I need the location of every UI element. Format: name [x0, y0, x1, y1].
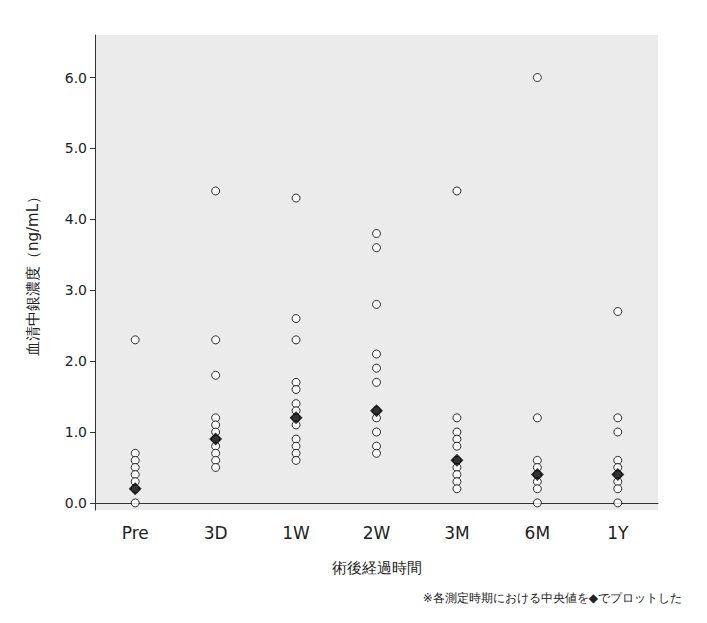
svg-text:3D: 3D — [204, 523, 228, 543]
svg-text:2.0: 2.0 — [65, 353, 87, 369]
svg-text:4.0: 4.0 — [65, 211, 87, 227]
svg-text:0.0: 0.0 — [65, 495, 87, 511]
svg-text:1Y: 1Y — [607, 523, 629, 543]
svg-text:6M: 6M — [525, 523, 550, 543]
svg-text:血清中銀濃度（ng/mL）: 血清中銀濃度（ng/mL） — [24, 189, 42, 356]
svg-text:6.0: 6.0 — [65, 70, 87, 86]
svg-text:2W: 2W — [363, 523, 391, 543]
svg-text:3M: 3M — [444, 523, 469, 543]
svg-text:3.0: 3.0 — [65, 282, 87, 298]
svg-text:術後経過時間: 術後経過時間 — [332, 559, 422, 577]
svg-text:※各測定時期における中央値を◆でプロットした: ※各測定時期における中央値を◆でプロットした — [423, 591, 682, 605]
svg-text:5.0: 5.0 — [65, 140, 87, 156]
svg-text:1.0: 1.0 — [65, 424, 87, 440]
svg-text:Pre: Pre — [122, 523, 149, 543]
svg-text:1W: 1W — [282, 523, 310, 543]
